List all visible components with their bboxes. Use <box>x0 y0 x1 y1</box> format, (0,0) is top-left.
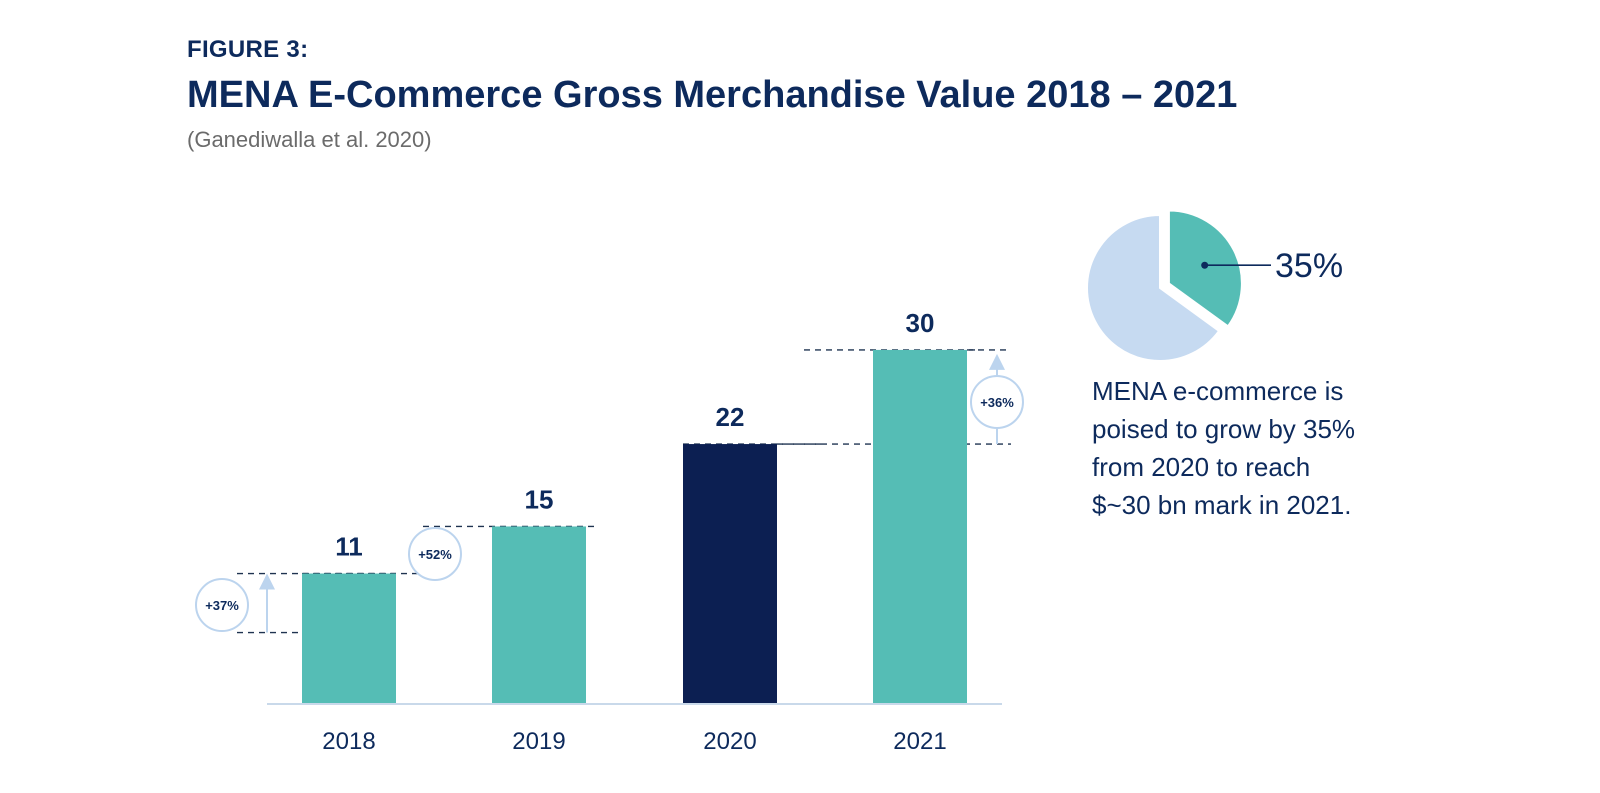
bars-layer: +37% +52% +36% 11 2018 15 2019 22 2020 30 2021 <box>195 308 1024 755</box>
bar-2021 <box>873 349 967 703</box>
bar-2020 <box>683 444 777 703</box>
growth-label: +52% <box>418 547 452 562</box>
growth-badge <box>408 526 462 581</box>
figure-label: FIGURE 3: <box>187 36 309 63</box>
value-label: 30 <box>906 308 935 338</box>
value-label: 22 <box>716 402 745 432</box>
growth-note: MENA e-commerce is poised to grow by 35%… <box>1092 372 1452 524</box>
growth-label: +36% <box>980 395 1014 410</box>
growth-label: +37% <box>205 598 239 613</box>
pie-slice <box>1086 213 1221 362</box>
chart-source: (Ganediwalla et al. 2020) <box>187 127 432 152</box>
growth-badge <box>195 578 249 633</box>
category-label: 2019 <box>512 728 565 755</box>
bar-2019 <box>492 526 586 703</box>
category-label: 2020 <box>703 728 756 755</box>
growth-arrow-head <box>989 353 1005 370</box>
note-line-4: $~30 bn mark in 2021. <box>1092 490 1352 520</box>
growth-arrow-head <box>259 573 275 590</box>
pie-layer: 35% <box>1086 209 1343 362</box>
category-label: 2018 <box>322 728 375 755</box>
note-line-1: MENA e-commerce is <box>1092 376 1344 406</box>
bar-2018 <box>302 573 396 703</box>
pie-slice-label: 35% <box>1275 247 1343 285</box>
growth-badge <box>970 374 1024 429</box>
note-line-2: poised to grow by 35% <box>1092 414 1356 444</box>
value-label: 15 <box>525 484 554 514</box>
category-label: 2021 <box>893 728 946 755</box>
value-label: 11 <box>335 532 363 562</box>
chart-title: MENA E-Commerce Gross Merchandise Value … <box>187 74 1238 116</box>
note-line-3: from 2020 to reach <box>1092 452 1311 482</box>
